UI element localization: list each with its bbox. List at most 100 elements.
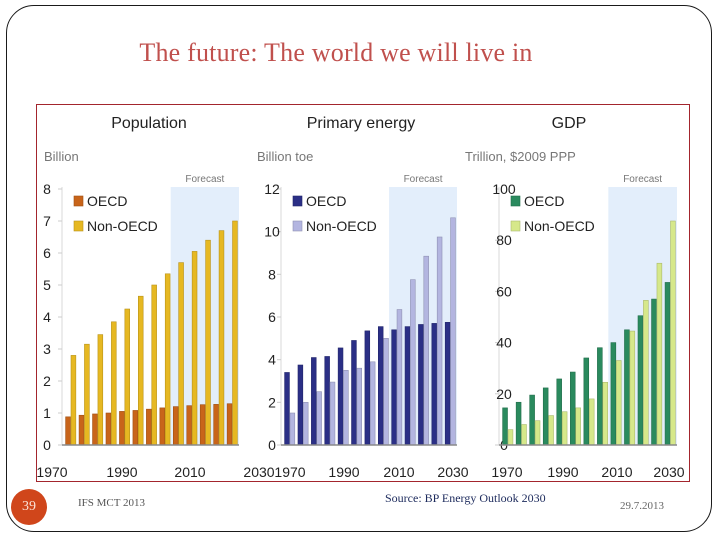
chart-3-bar-oecd (502, 407, 508, 446)
chart-2-ytick-label: 2 (268, 394, 276, 410)
chart-3-ytick-label: 80 (496, 232, 512, 248)
chart-2-bar-non-oecd (369, 361, 376, 446)
chart-3-xtick-label: 1970 (491, 464, 522, 480)
chart-panel: Forecast 0 1 2 3 4 5 6 7 8 1970 1990 2010 2030 Populat… (36, 104, 690, 482)
chart-1-ytick-label: 6 (43, 245, 51, 261)
chart-2-ytick-label: 12 (264, 181, 280, 197)
chart-1-bar-oecd (213, 404, 219, 446)
page-number-badge: 39 (11, 489, 47, 525)
chart-1-bar-non-oecd (97, 334, 104, 446)
chart-1-xtick-label: 1970 (37, 464, 68, 480)
chart-2-legend-swatch (292, 220, 303, 232)
chart-1-legend-swatch (73, 220, 84, 232)
chart-1-forecast-label: Forecast (185, 174, 224, 185)
chart-2-bar-oecd (391, 329, 397, 446)
chart-3-xtick-label: 1990 (547, 464, 578, 480)
chart-3-bar-oecd (597, 347, 603, 446)
chart-2-bar-non-oecd (289, 412, 296, 446)
chart-2-legend-label: OECD (306, 193, 346, 209)
chart-3-bar-oecd (624, 329, 630, 446)
chart-2-ytick-label: 8 (268, 266, 276, 282)
chart-2-bar-oecd (297, 364, 304, 446)
chart-1-ytick-label: 1 (43, 405, 51, 421)
chart-3-unit-label: Trillion, $2009 PPP (465, 149, 576, 164)
chart-3-bar-non-oecd (575, 407, 581, 446)
chart-1-bar-oecd (173, 406, 179, 446)
chart-3-legend-label: OECD (524, 193, 564, 209)
chart-2-title: Primary energy (307, 115, 415, 132)
chart-1-bar-oecd (186, 405, 192, 446)
chart-3-bar-oecd (651, 298, 657, 446)
chart-3-bar-oecd (529, 394, 535, 446)
chart-2-bar-non-oecd (383, 338, 389, 446)
slide-title: The future: The world we will live in (139, 38, 533, 67)
chart-1-legend-swatch (73, 195, 84, 207)
chart-2-unit-label: Billion toe (257, 149, 313, 164)
chart-3-bar-non-oecd (561, 411, 568, 446)
slide-frame (6, 5, 712, 532)
chart-2-legend-swatch (292, 195, 303, 207)
chart-3-bar-non-oecd (548, 415, 554, 446)
chart-1-legend-label: OECD (87, 193, 127, 209)
chart-1-bar-non-oecd (232, 220, 238, 446)
chart-1-bar-non-oecd (178, 262, 184, 446)
chart-3-bar-oecd (556, 378, 562, 446)
chart-2-bar-oecd (431, 323, 437, 446)
chart-3-forecast-label: Forecast (623, 174, 662, 185)
chart-3-bar-oecd (637, 315, 644, 446)
footer-date: 29.7.2013 (620, 500, 664, 512)
chart-3-bar-non-oecd (588, 398, 595, 446)
chart-3-bar-oecd (664, 282, 671, 446)
chart-3-bar-non-oecd (643, 300, 649, 446)
chart-3-xtick-label: 2010 (601, 464, 632, 480)
chart-2-xtick-label: 2030 (437, 464, 468, 480)
chart-2-ytick-label: 10 (264, 224, 280, 240)
chart-2-bar-oecd (418, 324, 424, 446)
chart-1-bar-non-oecd (151, 284, 157, 446)
chart-1-legend-label: Non-OECD (87, 218, 158, 234)
chart-3-ytick-label: 20 (496, 386, 512, 402)
chart-1-bar-non-oecd (111, 321, 117, 446)
chart-2-ytick-label: 0 (268, 437, 276, 453)
chart-1-bar-oecd (226, 403, 233, 446)
chart-2-bar-oecd (351, 340, 357, 446)
chart-2-bar-non-oecd (303, 402, 309, 446)
chart-2-bar-non-oecd (356, 367, 363, 446)
chart-2-xtick-label: 1990 (328, 464, 359, 480)
chart-3-bar-non-oecd (534, 420, 541, 446)
chart-1-bar-non-oecd (164, 273, 171, 446)
chart-1-bar-oecd (146, 408, 152, 446)
chart-2-bar-non-oecd (410, 279, 416, 446)
chart-3-bar-oecd (515, 401, 522, 446)
chart-1-bar-oecd (119, 411, 125, 446)
chart-3-bar-oecd (542, 387, 549, 446)
chart-2-ytick-label: 4 (268, 352, 276, 368)
chart-3-bar-oecd (570, 371, 576, 446)
chart-2-bar-oecd (311, 357, 317, 446)
chart-3-legend-swatch (510, 195, 521, 207)
chart-2-bar-oecd (404, 326, 411, 446)
chart-2-bar-non-oecd (329, 381, 336, 446)
chart-3-bar-non-oecd (629, 330, 636, 446)
chart-1-xtick-label: 2010 (174, 464, 205, 480)
chart-3-xtick-label: 2030 (653, 464, 684, 480)
chart-1-xtick-label: 1990 (106, 464, 137, 480)
chart-1-unit-label: Billion (44, 149, 79, 164)
chart-3-legend-label: Non-OECD (524, 218, 595, 234)
footer-event-label: IFS MCT 2013 (78, 497, 146, 509)
chart-3-bar-non-oecd (521, 424, 527, 446)
chart-2-xtick-label: 1970 (274, 464, 305, 480)
chart-2-bar-oecd (337, 347, 344, 446)
chart-3-legend-swatch (510, 220, 521, 232)
chart-1-bar-oecd (65, 416, 71, 446)
chart-2-bar-non-oecd (343, 370, 349, 446)
chart-2-bar-non-oecd (450, 217, 456, 446)
chart-2-ytick-label: 6 (268, 309, 276, 325)
chart-1-bar-non-oecd (84, 343, 90, 446)
chart-2-bar-non-oecd (436, 236, 443, 446)
chart-1-bar-oecd (92, 413, 98, 446)
chart-1-xtick-label: 2030 (243, 464, 274, 480)
chart-1-bar-non-oecd (218, 230, 225, 446)
chart-1-ytick-label: 5 (43, 277, 51, 293)
chart-1-ytick-label: 3 (43, 341, 51, 357)
